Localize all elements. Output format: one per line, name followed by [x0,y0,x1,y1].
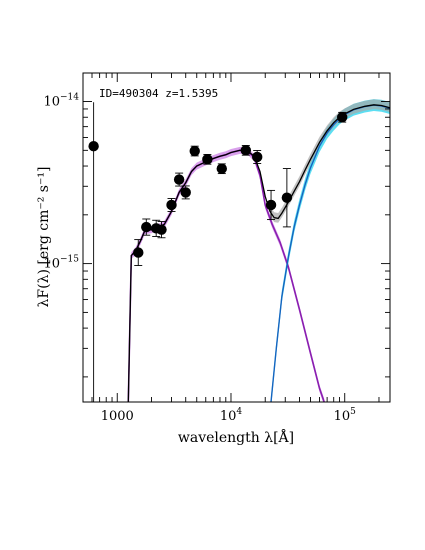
photometry-point [166,199,177,211]
photometry-point [240,145,252,156]
y-tick-label: 10−14 [43,93,79,110]
photometry-point [252,151,263,163]
x-tick-label: 104 [220,407,243,424]
x-tick-label: 1000 [101,409,134,424]
x-ticks: 1000 104 105 [82,73,380,424]
photometry-point [216,163,227,174]
photometry-point [173,174,185,185]
model-curves [127,104,390,402]
photometry-point [180,187,191,198]
x-axis-label: wavelength λ[Å] [178,428,294,446]
model-uncertainty-bands [128,99,390,402]
photometry-point [133,247,144,258]
y-ticks: 10−15 10−14 [43,93,390,378]
photometry-point [141,221,152,233]
photometry-point [156,224,167,235]
total-model-line [127,104,390,402]
plot-frame [82,72,391,403]
photometry-points [88,102,348,402]
total-band [269,99,390,223]
photometry-point [337,112,348,123]
y-tick-label: 10−15 [43,255,79,272]
photometry-point [202,154,213,165]
x-tick-label: 105 [334,407,357,424]
photometry-point [265,199,277,211]
photometry-point [88,141,99,152]
photometry-point [281,192,293,203]
source-annotation: ID=490304 z=1.5395 [99,87,218,100]
agn-model-line [270,104,390,402]
photometry-point [189,145,200,157]
y-axis-label: λF(λ) [erg cm⁻² s⁻¹] [36,167,52,308]
